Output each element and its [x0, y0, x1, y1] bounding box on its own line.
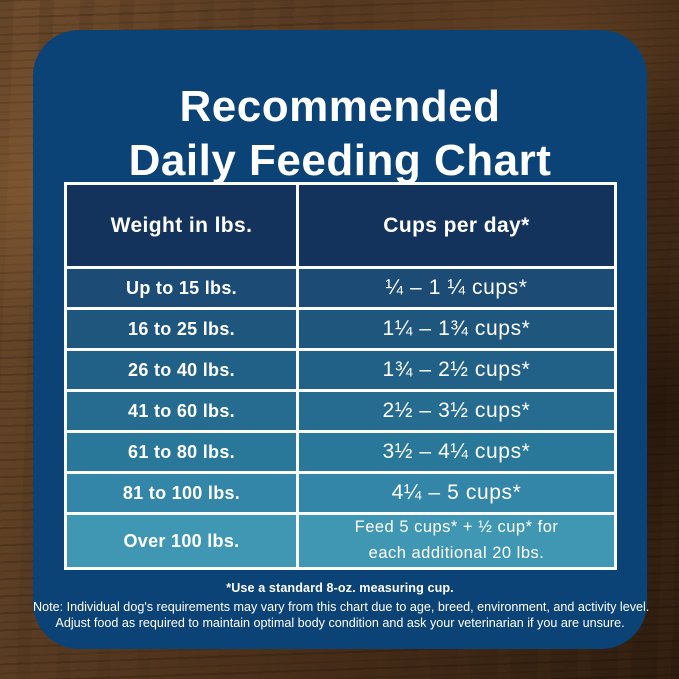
cups-cell: 1¾ – 2½ cups* [296, 348, 617, 392]
table-row: 26 to 40 lbs. 1¾ – 2½ cups* [64, 348, 617, 392]
weight-cell: 16 to 25 lbs. [64, 307, 299, 351]
weight-cell: Over 100 lbs. [64, 512, 299, 570]
cups-cell: 2½ – 3½ cups* [296, 389, 617, 433]
table-row: 81 to 100 lbs. 4¼ – 5 cups* [64, 471, 617, 515]
feeding-table: Weight in lbs. Cups per day* Up to 15 lb… [64, 182, 617, 570]
weight-cell: 81 to 100 lbs. [64, 471, 299, 515]
weight-cell: 41 to 60 lbs. [64, 389, 299, 433]
weight-cell: 26 to 40 lbs. [64, 348, 299, 392]
table-row-over-100: Over 100 lbs. Feed 5 cups* + ½ cup* for … [64, 512, 617, 570]
cups-cell: 1¼ – 1¾ cups* [296, 307, 617, 351]
page-title-line1: Recommended [179, 82, 501, 131]
feeding-chart-card: Recommended Daily Feeding Chart Weight i… [33, 30, 650, 649]
cups-cell: 3½ – 4¼ cups* [296, 430, 617, 474]
cups-line2: each additional 20 lbs. [368, 544, 545, 562]
table-row: 16 to 25 lbs. 1¼ – 1¾ cups* [64, 307, 617, 351]
table-row: 41 to 60 lbs. 2½ – 3½ cups* [64, 389, 617, 433]
footnotes: *Use a standard 8-oz. measuring cup. Not… [33, 581, 650, 631]
weight-cell: Up to 15 lbs. [64, 266, 299, 310]
weight-cell: 61 to 80 lbs. [64, 430, 299, 474]
table-row: Up to 15 lbs. ¼ – 1 ¼ cups* [64, 266, 617, 310]
note-line2: Adjust food as required to maintain opti… [55, 616, 625, 631]
page-title: Recommended Daily Feeding Chart [33, 80, 647, 187]
header-cups: Cups per day* [296, 182, 617, 269]
cups-line1: Feed 5 cups* + ½ cup* for [354, 518, 559, 537]
cups-cell: Feed 5 cups* + ½ cup* for each additiona… [296, 512, 617, 570]
table-header-row: Weight in lbs. Cups per day* [64, 182, 617, 269]
table-row: 61 to 80 lbs. 3½ – 4¼ cups* [64, 430, 617, 474]
header-weight: Weight in lbs. [64, 182, 299, 269]
cups-cell: 4¼ – 5 cups* [296, 471, 617, 515]
measuring-cup-footnote: *Use a standard 8-oz. measuring cup. [226, 581, 454, 595]
note-line1: Note: Individual dog's requirements may … [33, 600, 650, 614]
cups-cell: ¼ – 1 ¼ cups* [296, 266, 617, 310]
page-title-line2: Daily Feeding Chart [128, 135, 552, 185]
